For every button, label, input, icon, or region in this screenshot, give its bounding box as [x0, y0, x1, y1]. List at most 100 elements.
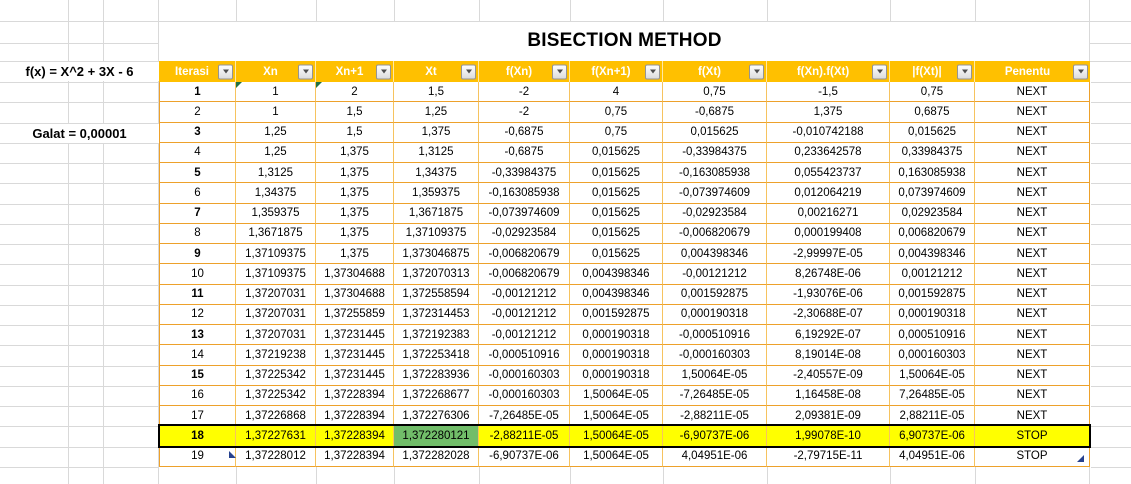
cell-f-xt[interactable]: 0,004398346	[663, 244, 767, 265]
cell-xt[interactable]: 1,372070313	[394, 264, 479, 285]
cell-xt[interactable]: 1,372280121	[394, 426, 479, 447]
cell-f-xn[interactable]: -0,006820679	[479, 264, 570, 285]
cell-iterasi[interactable]: 4	[159, 142, 236, 163]
cell-iterasi[interactable]: 3	[159, 122, 236, 143]
cell-f-xn[interactable]: -0,000160303	[479, 365, 570, 386]
cell-f-xn-f-xt[interactable]: -2,40557E-09	[767, 365, 890, 386]
cell-f-xt[interactable]: 1,50064E-05	[890, 365, 975, 386]
cell-f-xnplus1[interactable]: 0,015625	[570, 183, 663, 204]
cell-f-xnplus1[interactable]: 1,50064E-05	[570, 385, 663, 406]
cell-penentu[interactable]: NEXT	[975, 163, 1090, 184]
cell-penentu[interactable]: NEXT	[975, 223, 1090, 244]
cell-xn[interactable]: 1,25	[236, 142, 316, 163]
cell-penentu[interactable]: NEXT	[975, 203, 1090, 224]
cell-f-xn[interactable]: -2,88211E-05	[479, 426, 570, 447]
cell-xnplus1[interactable]: 1,37228394	[316, 446, 394, 467]
cell-xt[interactable]: 1,375	[394, 122, 479, 143]
cell-f-xnplus1[interactable]: 0,004398346	[570, 284, 663, 305]
cell-xn[interactable]: 1	[236, 82, 316, 103]
cell-f-xt[interactable]: 0,163085938	[890, 163, 975, 184]
cell-f-xnplus1[interactable]: 1,50064E-05	[570, 406, 663, 427]
cell-xt[interactable]: 1,3125	[394, 142, 479, 163]
cell-xt[interactable]: 1,37109375	[394, 223, 479, 244]
cell-xt[interactable]: 1,25	[394, 102, 479, 123]
cell-f-xt[interactable]: 0,000160303	[890, 345, 975, 366]
cell-penentu[interactable]: NEXT	[975, 304, 1090, 325]
cell-xn[interactable]: 1,37109375	[236, 244, 316, 265]
cell-xnplus1[interactable]: 1,375	[316, 163, 394, 184]
cell-f-xn-f-xt[interactable]: -0,010742188	[767, 122, 890, 143]
tolerance-cell[interactable]: Galat = 0,00001	[0, 124, 159, 143]
cell-f-xn-f-xt[interactable]: 0,00216271	[767, 203, 890, 224]
cell-xnplus1[interactable]: 1,5	[316, 122, 394, 143]
cell-iterasi[interactable]: 17	[159, 406, 236, 427]
cell-xn[interactable]: 1,3671875	[236, 223, 316, 244]
cell-penentu[interactable]: STOP	[975, 446, 1090, 467]
cell-f-xt[interactable]: -2,88211E-05	[663, 406, 767, 427]
cell-xn[interactable]: 1,37207031	[236, 284, 316, 305]
cell-xnplus1[interactable]: 1,375	[316, 244, 394, 265]
cell-f-xn[interactable]: -0,006820679	[479, 244, 570, 265]
cell-f-xt[interactable]: -0,000510916	[663, 325, 767, 346]
cell-f-xt[interactable]: -0,33984375	[663, 142, 767, 163]
cell-f-xt[interactable]: 7,26485E-05	[890, 385, 975, 406]
cell-f-xt[interactable]: 0,75	[663, 82, 767, 103]
filter-dropdown-button[interactable]	[872, 64, 887, 79]
cell-f-xnplus1[interactable]: 0,001592875	[570, 304, 663, 325]
cell-f-xn-f-xt[interactable]: 0,055423737	[767, 163, 890, 184]
cell-f-xn[interactable]: -2	[479, 82, 570, 103]
cell-penentu[interactable]: STOP	[975, 426, 1090, 447]
cell-xt[interactable]: 1,5	[394, 82, 479, 103]
cell-f-xn[interactable]: -0,6875	[479, 142, 570, 163]
cell-iterasi[interactable]: 12	[159, 304, 236, 325]
cell-f-xt[interactable]: 0,000510916	[890, 325, 975, 346]
cell-xn[interactable]: 1,34375	[236, 183, 316, 204]
filter-dropdown-button[interactable]	[298, 64, 313, 79]
cell-f-xt[interactable]: -6,90737E-06	[663, 426, 767, 447]
cell-iterasi[interactable]: 7	[159, 203, 236, 224]
cell-f-xn-f-xt[interactable]: 1,99078E-10	[767, 426, 890, 447]
cell-penentu[interactable]: NEXT	[975, 365, 1090, 386]
cell-xn[interactable]: 1,37226868	[236, 406, 316, 427]
cell-f-xt[interactable]: 0,015625	[663, 122, 767, 143]
cell-f-xn[interactable]: -0,000510916	[479, 345, 570, 366]
cell-penentu[interactable]: NEXT	[975, 406, 1090, 427]
cell-f-xn-f-xt[interactable]: -2,79715E-11	[767, 446, 890, 467]
cell-f-xt[interactable]: 0,001592875	[890, 284, 975, 305]
cell-f-xn-f-xt[interactable]: -2,99997E-05	[767, 244, 890, 265]
cell-f-xn-f-xt[interactable]: 8,19014E-08	[767, 345, 890, 366]
cell-f-xnplus1[interactable]: 0,015625	[570, 244, 663, 265]
cell-f-xn-f-xt[interactable]: -1,93076E-06	[767, 284, 890, 305]
cell-f-xt[interactable]: 0,004398346	[890, 244, 975, 265]
cell-f-xn[interactable]: -6,90737E-06	[479, 446, 570, 467]
cell-xnplus1[interactable]: 1,37255859	[316, 304, 394, 325]
cell-f-xn[interactable]: -0,000160303	[479, 385, 570, 406]
cell-penentu[interactable]: NEXT	[975, 345, 1090, 366]
filter-dropdown-button[interactable]	[461, 64, 476, 79]
cell-f-xnplus1[interactable]: 4	[570, 82, 663, 103]
cell-xnplus1[interactable]: 1,37231445	[316, 365, 394, 386]
cell-f-xt[interactable]: -0,02923584	[663, 203, 767, 224]
cell-xnplus1[interactable]: 1,375	[316, 142, 394, 163]
filter-dropdown-button[interactable]	[749, 64, 764, 79]
cell-xt[interactable]: 1,359375	[394, 183, 479, 204]
cell-xnplus1[interactable]: 1,5	[316, 102, 394, 123]
cell-f-xn-f-xt[interactable]: 1,16458E-08	[767, 385, 890, 406]
cell-penentu[interactable]: NEXT	[975, 102, 1090, 123]
cell-f-xn-f-xt[interactable]: 8,26748E-06	[767, 264, 890, 285]
cell-f-xt[interactable]: 2,88211E-05	[890, 406, 975, 427]
cell-xt[interactable]: 1,372268677	[394, 385, 479, 406]
cell-xn[interactable]: 1	[236, 102, 316, 123]
cell-f-xn[interactable]: -0,00121212	[479, 325, 570, 346]
cell-xt[interactable]: 1,372192383	[394, 325, 479, 346]
cell-iterasi[interactable]: 13	[159, 325, 236, 346]
cell-xn[interactable]: 1,3125	[236, 163, 316, 184]
filter-dropdown-button[interactable]	[376, 64, 391, 79]
cell-f-xn[interactable]: -2	[479, 102, 570, 123]
cell-iterasi[interactable]: 16	[159, 385, 236, 406]
cell-xn[interactable]: 1,37225342	[236, 385, 316, 406]
cell-iterasi[interactable]: 8	[159, 223, 236, 244]
cell-iterasi[interactable]: 19	[159, 446, 236, 467]
cell-f-xn-f-xt[interactable]: 0,012064219	[767, 183, 890, 204]
cell-f-xnplus1[interactable]: 0,75	[570, 122, 663, 143]
